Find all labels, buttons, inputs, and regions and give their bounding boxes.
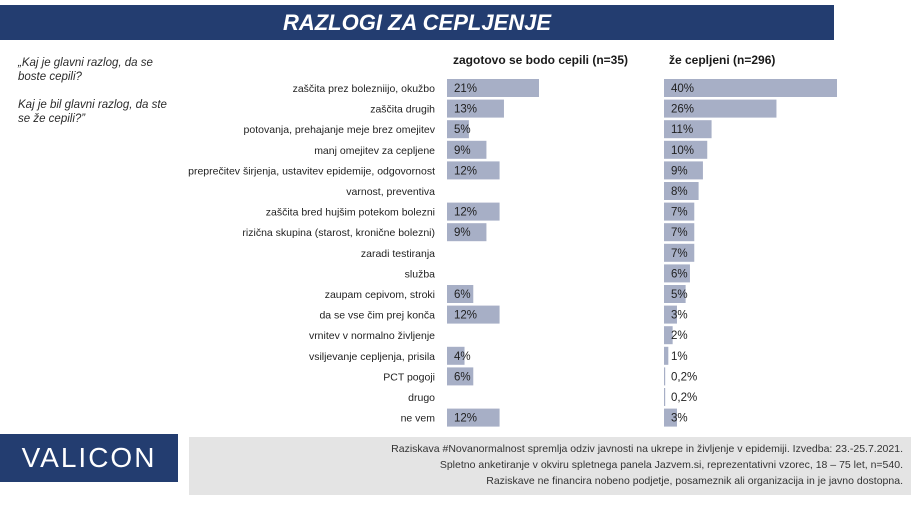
data-label: 5% bbox=[671, 289, 688, 301]
question-future-vaccination: „Kaj je glavni razlog, da se boste cepil… bbox=[18, 57, 153, 83]
bar-series-2 bbox=[664, 79, 837, 97]
data-label: 2% bbox=[671, 330, 688, 342]
data-label: 10% bbox=[671, 145, 694, 157]
bar-series-1 bbox=[447, 285, 474, 303]
bar-series-2 bbox=[664, 346, 669, 365]
bar-series-2 bbox=[664, 326, 673, 345]
footnote: Raziskava #Novanormalnost spremlja odziv… bbox=[189, 437, 911, 495]
category-label: drugo bbox=[408, 392, 435, 404]
category-label: PCT pogoji bbox=[383, 371, 435, 383]
bar-series-2 bbox=[664, 367, 666, 386]
bar-series-2 bbox=[664, 243, 695, 262]
valicon-logo: VALICON bbox=[0, 434, 178, 482]
category-label: preprečitev širjenja, ustavitev epidemij… bbox=[188, 165, 435, 177]
data-label: 1% bbox=[671, 351, 688, 363]
series-header-vaccinated: že cepljeni (n=296) bbox=[669, 53, 776, 67]
data-label: 0,2% bbox=[671, 392, 697, 404]
data-label: 6% bbox=[454, 289, 471, 301]
data-label: 40% bbox=[671, 83, 694, 95]
data-label: 13% bbox=[454, 104, 477, 116]
bar-series-1 bbox=[447, 120, 469, 139]
category-label: ne vem bbox=[401, 413, 436, 425]
data-label: 6% bbox=[454, 371, 471, 383]
bar-series-1 bbox=[447, 367, 474, 386]
bar-series-2 bbox=[664, 202, 695, 221]
category-label: služba bbox=[405, 268, 436, 280]
bar-series-1 bbox=[447, 99, 504, 118]
bar-series-2 bbox=[664, 305, 677, 324]
category-label: zaščita prez bolezniijo, okužbo bbox=[293, 83, 436, 95]
data-label: 21% bbox=[454, 83, 477, 95]
bar-series-1 bbox=[447, 140, 487, 159]
data-label: 0,2% bbox=[671, 371, 697, 383]
category-label: zaščita bred hujšim potekom bolezni bbox=[266, 207, 435, 219]
data-label: 4% bbox=[454, 351, 471, 363]
bar-series-2 bbox=[664, 223, 695, 242]
bar-series-2 bbox=[664, 264, 690, 283]
data-label: 3% bbox=[671, 310, 688, 322]
category-label: manj omejitev za cepljene bbox=[314, 145, 435, 157]
category-label: varnost, preventiva bbox=[346, 186, 435, 198]
data-label: 9% bbox=[671, 165, 688, 177]
bar-series-2 bbox=[664, 140, 708, 159]
category-label: zaupam cepivom, stroki bbox=[325, 289, 435, 301]
data-label: 9% bbox=[454, 145, 471, 157]
category-label: rizična skupina (starost, kronične bolez… bbox=[242, 227, 435, 239]
data-label: 26% bbox=[671, 104, 694, 116]
bar-chart: zaščita prez bolezniijo, okužbo zaščita d… bbox=[188, 79, 837, 427]
bar-series-1 bbox=[447, 79, 539, 97]
bar-series-2 bbox=[664, 388, 666, 406]
page-title: RAZLOGI ZA CEPLJENJE bbox=[0, 5, 834, 40]
data-label: 7% bbox=[671, 248, 688, 260]
bar-series-2 bbox=[664, 285, 686, 303]
data-label: 5% bbox=[454, 124, 471, 136]
footnote-line-3: Raziskave ne financira nobeno podjetje, … bbox=[486, 475, 903, 487]
data-label: 6% bbox=[671, 268, 688, 280]
data-label: 8% bbox=[671, 186, 688, 198]
data-label: 12% bbox=[454, 165, 477, 177]
series-header-will-vaccinate: zagotovo se bodo cepili (n=35) bbox=[453, 53, 629, 67]
data-label: 12% bbox=[454, 310, 477, 322]
footnote-line-1: Raziskava #Novanormalnost spremlja odziv… bbox=[391, 443, 903, 455]
bar-series-1 bbox=[447, 346, 465, 365]
data-label: 11% bbox=[671, 124, 693, 136]
bar-series-1 bbox=[447, 161, 500, 180]
bar-series-1 bbox=[447, 223, 487, 242]
category-label: vsiljevanje cepljenja, prisila bbox=[309, 351, 435, 363]
bar-series-2 bbox=[664, 408, 677, 427]
data-label: 3% bbox=[671, 413, 688, 425]
category-label: zaradi testiranja bbox=[361, 248, 435, 260]
category-label: da se vse čim prej konča bbox=[319, 310, 435, 322]
data-label: 12% bbox=[454, 207, 477, 219]
category-label: potovanja, prehajanje meje brez omejitev bbox=[244, 124, 436, 136]
bar-series-1 bbox=[447, 408, 500, 427]
question-already-vaccinated: Kaj je bil glavni razlog, da ste se že c… bbox=[18, 99, 167, 125]
bar-series-2 bbox=[664, 99, 777, 118]
data-label: 7% bbox=[671, 207, 688, 219]
bar-series-1 bbox=[447, 305, 500, 324]
bar-series-2 bbox=[664, 182, 699, 200]
bar-series-2 bbox=[664, 120, 712, 139]
bar-series-1 bbox=[447, 202, 500, 221]
data-label: 12% bbox=[454, 413, 477, 425]
footnote-line-2: Spletno anketiranje v okviru spletnega p… bbox=[439, 459, 903, 471]
data-label: 7% bbox=[671, 227, 688, 239]
category-label: zaščita drugih bbox=[370, 104, 435, 116]
category-label: vrnitev v normalno življenje bbox=[309, 330, 435, 342]
bar-series-2 bbox=[664, 161, 703, 180]
data-label: 9% bbox=[454, 227, 471, 239]
